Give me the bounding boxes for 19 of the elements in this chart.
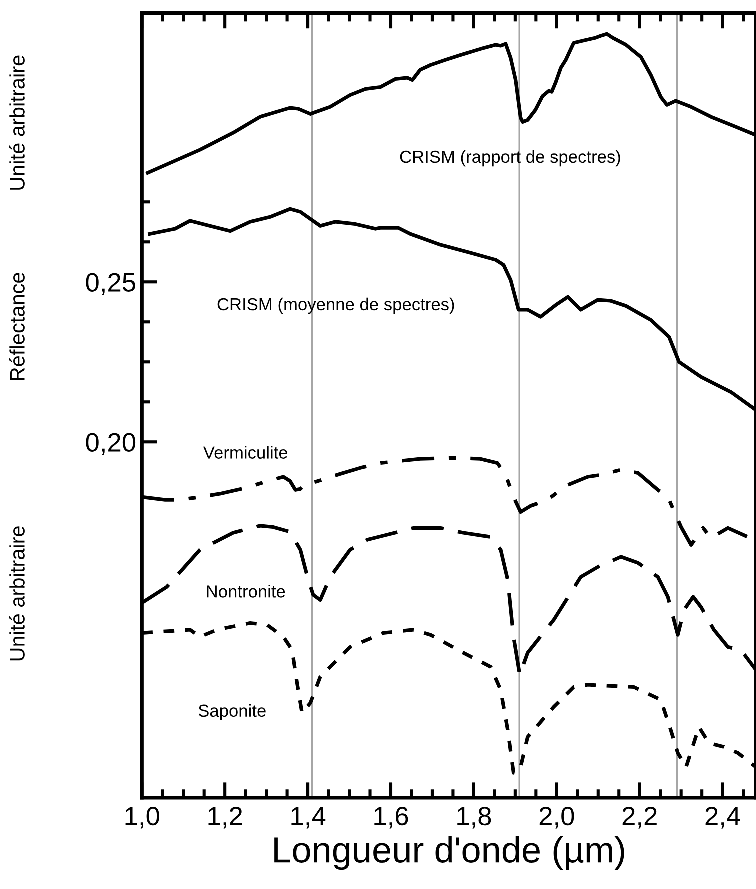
x-axis-title: Longueur d'onde (µm) <box>274 836 624 870</box>
y-axis-title: Réflectance <box>9 273 25 380</box>
series-label: Vermiculite <box>203 446 288 459</box>
x-tick-label: 2,2 <box>622 806 657 829</box>
y-tick-label: 0,25 <box>86 273 136 296</box>
x-tick-label: 1,8 <box>458 806 492 829</box>
text: CRISM (rapport de spectres) <box>400 150 620 167</box>
text: Unité arbitraire <box>9 56 25 190</box>
x-tick-label: 1,6 <box>374 806 408 829</box>
y-tick-label: 0,20 <box>86 433 136 456</box>
series-label: Saponite <box>198 704 266 721</box>
text: CRISM (moyenne de spectres) <box>218 298 454 314</box>
x-tick-label: 1,4 <box>292 807 326 829</box>
x-tick-label: 1,0 <box>126 806 160 829</box>
x-tick-label: 2,4 <box>706 806 740 829</box>
text: Unité arbitraire <box>9 526 25 661</box>
x-tick-label: 2,0 <box>540 806 574 829</box>
x-tick-label: 1,2 <box>208 806 242 829</box>
series-label: Nontronite <box>207 585 286 598</box>
